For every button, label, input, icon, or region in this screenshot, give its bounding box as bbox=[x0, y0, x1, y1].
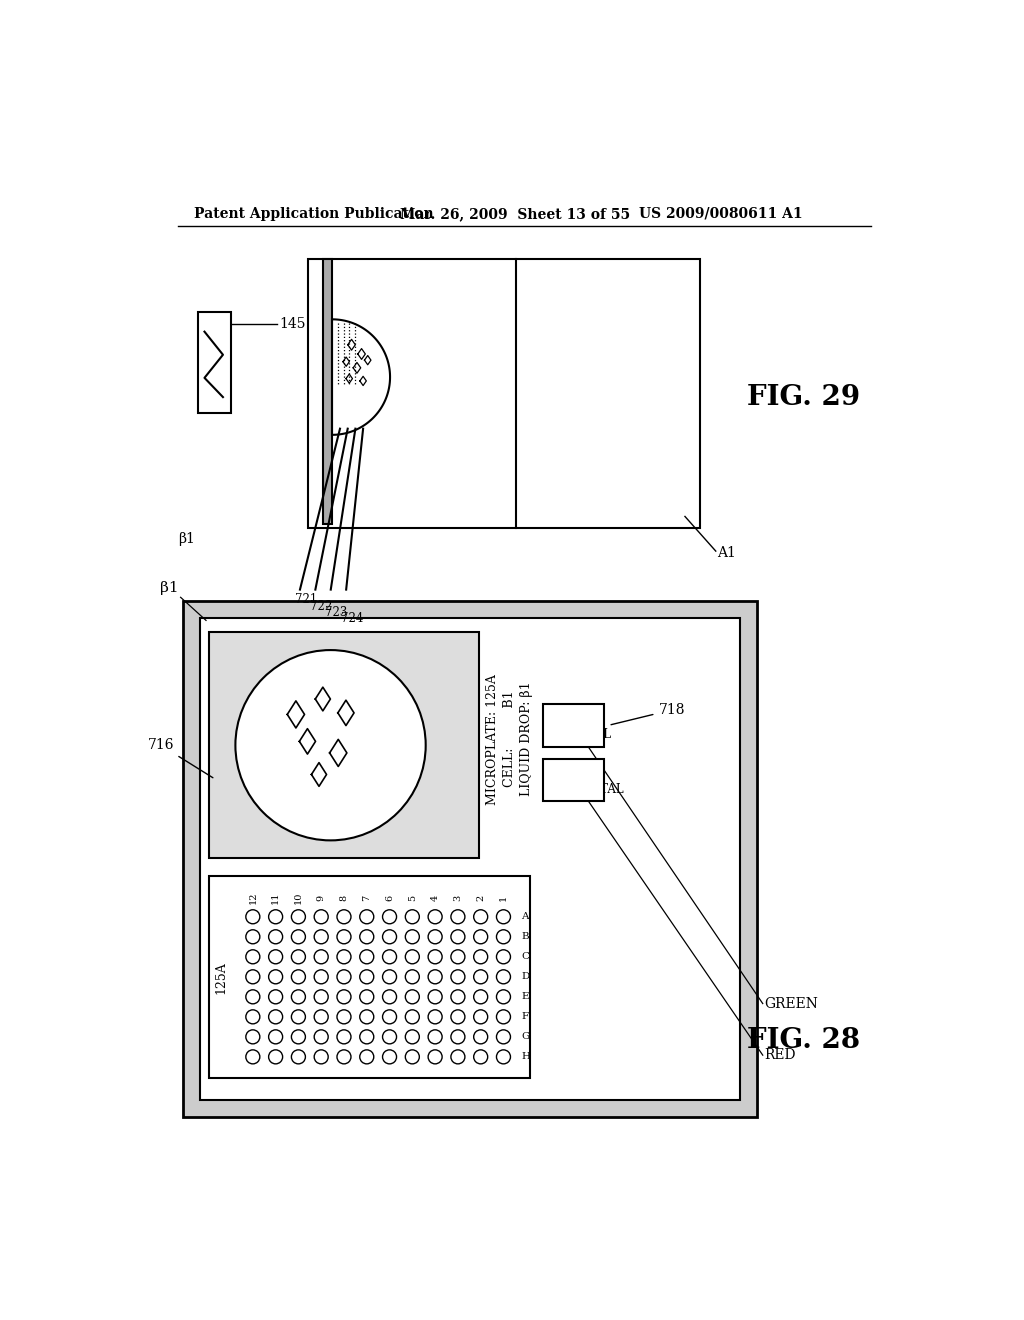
Text: Patent Application Publication: Patent Application Publication bbox=[194, 207, 433, 220]
Bar bbox=[307, 259, 700, 528]
Bar bbox=[543, 704, 604, 747]
Text: B: B bbox=[521, 932, 528, 941]
Text: GREEN: GREEN bbox=[764, 997, 818, 1011]
Text: 11: 11 bbox=[271, 891, 281, 904]
Text: 145: 145 bbox=[280, 317, 306, 331]
Text: G: G bbox=[521, 1032, 529, 1041]
Bar bbox=[199, 313, 230, 412]
Text: RED: RED bbox=[551, 767, 578, 780]
Text: 9: 9 bbox=[316, 895, 326, 900]
Bar bbox=[543, 759, 604, 801]
Text: C: C bbox=[521, 952, 529, 961]
Bar bbox=[209, 876, 530, 1078]
Text: 722: 722 bbox=[310, 599, 332, 612]
Bar bbox=[209, 632, 479, 858]
Bar bbox=[200, 618, 739, 1100]
Text: 724: 724 bbox=[341, 612, 364, 624]
Text: 3: 3 bbox=[454, 895, 463, 900]
Text: 10: 10 bbox=[294, 891, 303, 904]
Text: β1: β1 bbox=[178, 532, 196, 546]
Text: 721: 721 bbox=[295, 594, 316, 606]
Text: A: A bbox=[521, 912, 528, 921]
Text: 4: 4 bbox=[431, 895, 439, 900]
Text: LIQUID DROP: β1: LIQUID DROP: β1 bbox=[520, 681, 534, 796]
Text: 718: 718 bbox=[611, 704, 685, 725]
Text: 8: 8 bbox=[340, 895, 348, 900]
Text: MICROPLATE: 125A: MICROPLATE: 125A bbox=[486, 673, 500, 804]
Text: E: E bbox=[521, 993, 528, 1002]
Text: CRYSTAL: CRYSTAL bbox=[554, 729, 611, 741]
Bar bbox=[183, 601, 757, 1117]
Bar bbox=[323, 259, 333, 524]
Text: 723: 723 bbox=[326, 606, 348, 619]
Bar bbox=[323, 259, 333, 524]
Text: 2: 2 bbox=[476, 895, 485, 900]
Text: β1: β1 bbox=[161, 581, 179, 595]
Text: H: H bbox=[521, 1052, 530, 1061]
Text: CELL:          B1: CELL: B1 bbox=[503, 690, 516, 787]
Text: A1: A1 bbox=[717, 545, 736, 560]
Text: 716: 716 bbox=[147, 738, 213, 777]
Text: 6: 6 bbox=[385, 895, 394, 900]
Text: 5: 5 bbox=[408, 895, 417, 900]
Text: FIG. 29: FIG. 29 bbox=[746, 384, 860, 411]
Text: 125A: 125A bbox=[215, 961, 228, 994]
Text: RED: RED bbox=[764, 1048, 796, 1063]
Text: 7: 7 bbox=[362, 895, 372, 900]
Text: 1: 1 bbox=[499, 895, 508, 900]
Text: 12: 12 bbox=[249, 891, 257, 904]
Text: GREEN: GREEN bbox=[542, 713, 588, 726]
Text: FIG. 28: FIG. 28 bbox=[746, 1027, 860, 1053]
Circle shape bbox=[236, 649, 426, 841]
Text: US 2009/0080611 A1: US 2009/0080611 A1 bbox=[639, 207, 803, 220]
Text: NO CRYSTAL: NO CRYSTAL bbox=[543, 783, 624, 796]
Text: F: F bbox=[521, 1012, 528, 1022]
Text: Mar. 26, 2009  Sheet 13 of 55: Mar. 26, 2009 Sheet 13 of 55 bbox=[400, 207, 630, 220]
Text: D: D bbox=[521, 973, 529, 981]
